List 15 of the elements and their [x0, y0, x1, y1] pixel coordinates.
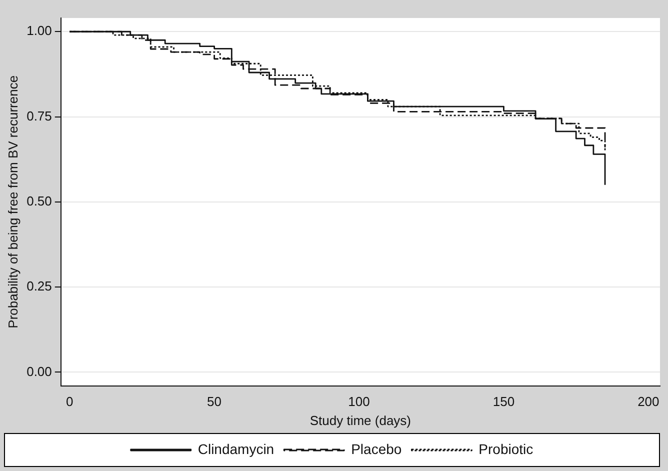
y-tick-label: 0.75 — [26, 108, 52, 124]
y-axis-title: Probability of being free from BV recurrence — [5, 75, 20, 328]
x-axis-title: Study time (days) — [310, 412, 412, 428]
x-tick-label: 100 — [348, 394, 370, 410]
y-tick-label: 0.25 — [26, 278, 52, 294]
legend-label: Clindamycin — [198, 440, 274, 457]
y-tick-label: 0.00 — [26, 364, 52, 379]
x-tick-label: 200 — [638, 394, 660, 410]
y-tick-label: 0.50 — [26, 193, 52, 208]
x-tick-label: 50 — [207, 394, 222, 410]
legend-label: Placebo — [351, 440, 402, 457]
y-tick-label: 1.00 — [26, 23, 52, 38]
x-tick-label: 150 — [492, 394, 515, 410]
x-tick-label: 0 — [66, 394, 74, 410]
legend-label: Probiotic — [478, 440, 534, 457]
